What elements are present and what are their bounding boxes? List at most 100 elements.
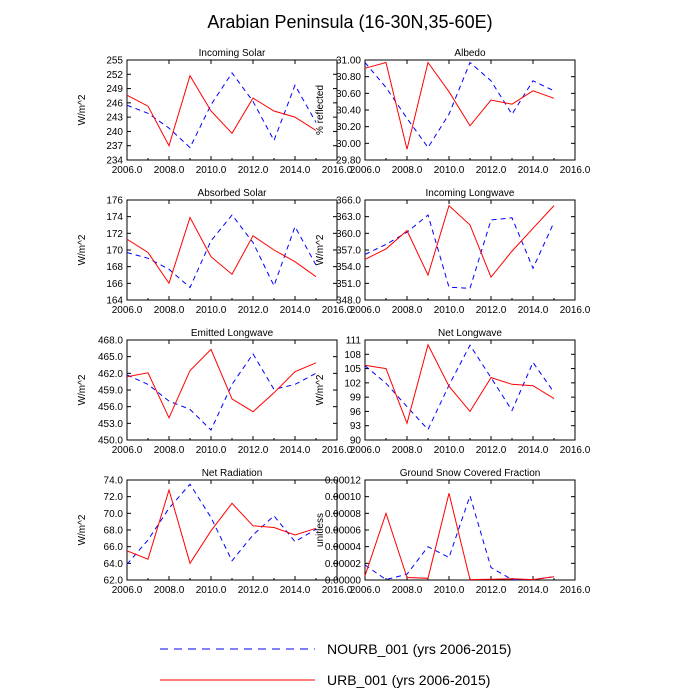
plot-frame: [364, 479, 576, 581]
y-tick-label: 164: [106, 296, 123, 307]
y-tick-label: 111: [346, 336, 362, 347]
plot-frame: [364, 339, 576, 441]
y-tick-label: 66.0: [104, 542, 124, 553]
y-tick-label: 0.00002: [325, 559, 362, 570]
x-tick-label: 2010.0: [196, 585, 227, 596]
chart-title: Incoming Longwave: [426, 188, 515, 199]
series-line-urb: [364, 343, 555, 425]
x-tick-label: 2006.0: [350, 445, 381, 456]
x-tick-label: 2012.0: [238, 445, 269, 456]
chart-panels: Incoming Solar 2006.0 2008.0 2010.0 2012.0 20…: [77, 48, 591, 596]
x-tick-label: 2016.0: [560, 585, 591, 596]
y-tick-label: 468.0: [98, 336, 123, 347]
y-tick-label: 351.0: [336, 279, 361, 290]
y-tick-label: 462.0: [98, 369, 123, 380]
y-tick-label: 450.0: [98, 436, 123, 447]
chart-panel-2: Absorbed Solar 2006.0 2008.0 2010.0 2012.0 20…: [77, 188, 353, 316]
y-tick-label: 357.0: [336, 246, 361, 257]
series-line-nourb: [126, 483, 317, 565]
x-tick-label: 2014.0: [518, 165, 549, 176]
y-tick-label: 62.0: [104, 576, 124, 587]
y-tick-label: 0.00012: [325, 476, 362, 487]
x-tick-label: 2016.0: [560, 165, 591, 176]
y-tick-label: 252: [106, 70, 123, 81]
x-tick-label: 2014.0: [518, 305, 549, 316]
page-title: Arabian Peninsula (16-30N,35-60E): [207, 12, 492, 32]
y-tick-label: 246: [106, 98, 123, 109]
y-axis-label: unitless: [315, 513, 326, 547]
x-tick-label: 2010.0: [196, 165, 227, 176]
series-line-nourb: [364, 61, 555, 149]
x-tick-label: 2012.0: [238, 305, 269, 316]
y-tick-label: 96: [350, 407, 362, 418]
y-tick-label: 249: [106, 84, 123, 95]
chart-panel-1: Albedo 2006.0 2008.0 2010.0 2012.0 2014.0 2016…: [315, 48, 591, 176]
x-tick-label: 2006.0: [350, 305, 381, 316]
y-axis-label: W/m^2: [77, 514, 88, 545]
y-tick-label: 237: [106, 141, 123, 152]
series-line-urb: [126, 488, 317, 565]
x-tick-label: 2006.0: [112, 165, 143, 176]
x-tick-label: 2014.0: [280, 585, 311, 596]
x-tick-label: 2014.0: [518, 585, 549, 596]
x-tick-label: 2008.0: [154, 305, 185, 316]
series-line-urb: [126, 74, 317, 148]
x-tick-label: 2016.0: [322, 445, 353, 456]
y-tick-label: 68.0: [104, 526, 124, 537]
y-tick-label: 240: [106, 127, 123, 138]
y-tick-label: 0.00006: [325, 526, 362, 537]
x-tick-label: 2012.0: [238, 165, 269, 176]
y-tick-label: 74.0: [104, 476, 124, 487]
y-tick-label: 0.00000: [325, 576, 362, 587]
y-tick-label: 93: [350, 421, 362, 432]
x-tick-label: 2014.0: [280, 445, 311, 456]
y-axis-label: W/m^2: [77, 94, 88, 125]
x-tick-label: 2006.0: [350, 585, 381, 596]
x-tick-label: 2006.0: [112, 305, 143, 316]
x-tick-label: 2012.0: [476, 585, 507, 596]
y-tick-label: 243: [106, 113, 123, 124]
x-tick-label: 2016.0: [560, 305, 591, 316]
x-tick-label: 2012.0: [476, 445, 507, 456]
x-tick-label: 2010.0: [196, 305, 227, 316]
chart-title: Albedo: [454, 48, 486, 59]
y-axis-label: W/m^2: [315, 374, 326, 405]
x-tick-label: 2010.0: [434, 585, 465, 596]
x-tick-label: 2016.0: [560, 445, 591, 456]
x-tick-label: 2008.0: [392, 165, 423, 176]
x-tick-label: 2008.0: [154, 585, 185, 596]
y-tick-label: 102: [344, 378, 361, 389]
chart-title: Ground Snow Covered Fraction: [400, 468, 541, 479]
y-tick-label: 108: [344, 350, 361, 361]
chart-title: Absorbed Solar: [198, 188, 268, 199]
x-tick-label: 2008.0: [154, 165, 185, 176]
x-tick-label: 2016.0: [322, 305, 353, 316]
y-tick-label: 363.0: [336, 212, 361, 223]
x-tick-label: 2008.0: [154, 445, 185, 456]
y-tick-label: 366.0: [336, 196, 361, 207]
y-tick-label: 172: [106, 229, 123, 240]
series-line-urb: [364, 493, 555, 581]
y-tick-label: 234: [106, 156, 123, 167]
y-tick-label: 166: [106, 279, 123, 290]
legend-urb-label: URB_001 (yrs 2006-2015): [327, 672, 490, 688]
series-line-nourb: [126, 72, 317, 149]
y-tick-label: 456.0: [98, 402, 123, 413]
y-tick-label: 64.0: [104, 559, 124, 570]
y-tick-label: 30.80: [336, 72, 361, 83]
series-line-nourb: [364, 214, 555, 289]
y-tick-label: 70.0: [104, 509, 124, 520]
y-axis-label: W/m^2: [77, 374, 88, 405]
y-tick-label: 30.00: [336, 139, 361, 150]
chart-title: Net Radiation: [202, 468, 263, 479]
x-tick-label: 2010.0: [434, 305, 465, 316]
plot-frame: [126, 59, 338, 161]
y-tick-label: 168: [106, 262, 123, 273]
y-tick-label: 354.0: [336, 262, 361, 273]
y-axis-label: W/m^2: [315, 234, 326, 265]
chart-title: Emitted Longwave: [191, 328, 274, 339]
x-tick-label: 2010.0: [434, 165, 465, 176]
plot-frame: [364, 59, 576, 161]
x-tick-label: 2014.0: [518, 445, 549, 456]
